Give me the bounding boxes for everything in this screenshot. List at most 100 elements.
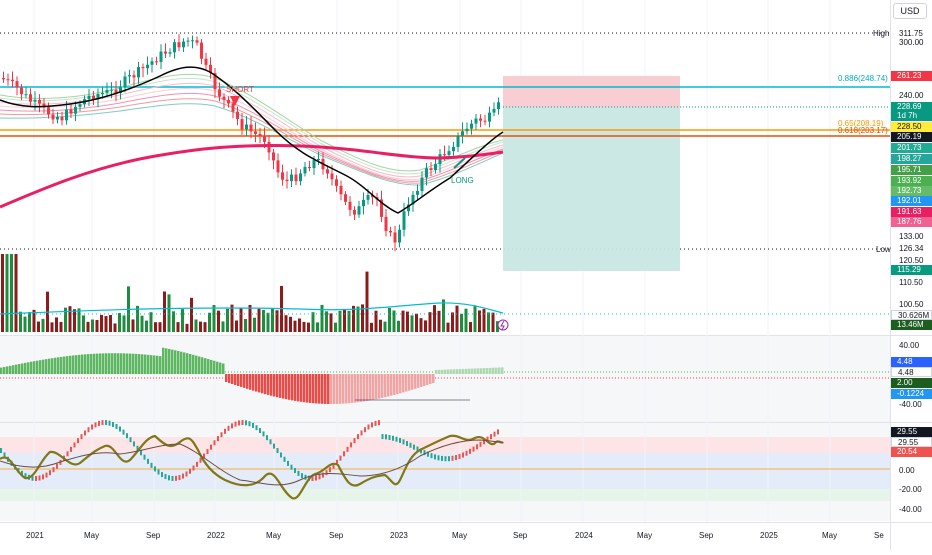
macd-bar[interactable] <box>444 369 447 374</box>
macd-bar[interactable] <box>318 374 321 404</box>
macd-bar[interactable] <box>129 353 132 374</box>
macd-bar[interactable] <box>144 354 147 374</box>
macd-bar[interactable] <box>168 348 171 374</box>
volume-bar[interactable] <box>181 309 184 332</box>
candle-body[interactable] <box>42 103 46 108</box>
candle-body[interactable] <box>470 123 473 129</box>
candle-body[interactable] <box>290 174 293 182</box>
volume-bar[interactable] <box>473 305 477 332</box>
macd-bar[interactable] <box>360 374 363 402</box>
rsi-candle[interactable] <box>287 460 289 466</box>
rsi-candle[interactable] <box>94 422 97 428</box>
rsi-candle[interactable] <box>406 441 408 447</box>
volume-bar[interactable] <box>419 318 423 332</box>
rsi-candle[interactable] <box>252 422 254 428</box>
volume-bar[interactable] <box>32 309 36 332</box>
volume-bar[interactable] <box>23 316 27 332</box>
macd-bar[interactable] <box>51 358 54 374</box>
macd-bar[interactable] <box>132 353 135 374</box>
candle-body[interactable] <box>339 185 343 195</box>
macd-bar[interactable] <box>456 369 459 374</box>
volume-bar[interactable] <box>10 254 13 332</box>
rsi-candle[interactable] <box>336 459 338 465</box>
volume-bar[interactable] <box>397 320 400 332</box>
volume-bar[interactable] <box>253 317 256 332</box>
volume-bar[interactable] <box>28 312 31 332</box>
volume-bar[interactable] <box>415 313 418 332</box>
candle-body[interactable] <box>398 229 401 243</box>
rsi-candle[interactable] <box>112 421 114 427</box>
rsi-candle[interactable] <box>133 441 135 447</box>
macd-bar[interactable] <box>357 374 360 403</box>
macd-bar[interactable] <box>342 374 345 404</box>
macd-bar[interactable] <box>408 374 411 391</box>
candle-body[interactable] <box>492 109 496 113</box>
macd-bar[interactable] <box>501 367 504 374</box>
rsi-candle[interactable] <box>497 429 499 435</box>
macd-bar[interactable] <box>330 374 333 404</box>
rsi-candle[interactable] <box>259 428 261 434</box>
volume-bar[interactable] <box>1 254 4 332</box>
rsi-candle[interactable] <box>73 442 76 448</box>
volume-bar[interactable] <box>271 308 274 332</box>
macd-bar[interactable] <box>366 374 369 401</box>
candle-body[interactable] <box>371 194 374 198</box>
macd-bar[interactable] <box>138 354 141 374</box>
macd-bar[interactable] <box>474 368 477 374</box>
candle-body[interactable] <box>128 75 131 77</box>
macd-bar[interactable] <box>171 349 174 374</box>
rsi-candle[interactable] <box>98 420 100 426</box>
rsi-candle[interactable] <box>52 467 55 473</box>
candle-body[interactable] <box>222 96 226 100</box>
macd-bar[interactable] <box>36 360 39 374</box>
rsi-candle[interactable] <box>399 437 401 443</box>
rsi-candle[interactable] <box>430 453 433 459</box>
volume-bar[interactable] <box>154 322 157 332</box>
candle-body[interactable] <box>497 102 500 110</box>
volume-bar[interactable] <box>199 321 202 332</box>
candle-body[interactable] <box>47 107 50 115</box>
macd-bar[interactable] <box>0 367 3 374</box>
candle-body[interactable] <box>101 92 104 94</box>
candle-body[interactable] <box>456 135 460 147</box>
volume-bar[interactable] <box>122 315 126 332</box>
candle-body[interactable] <box>420 177 424 192</box>
macd-bar[interactable] <box>72 355 75 374</box>
macd-bar[interactable] <box>336 374 339 404</box>
macd-bar[interactable] <box>369 374 372 401</box>
volume-bar[interactable] <box>262 309 265 332</box>
volume-bar[interactable] <box>235 320 238 332</box>
macd-bar[interactable] <box>24 362 27 374</box>
candle-body[interactable] <box>200 42 203 59</box>
macd-bar[interactable] <box>324 374 327 404</box>
macd-bar[interactable] <box>150 355 153 374</box>
macd-bar[interactable] <box>372 374 375 400</box>
macd-bar[interactable] <box>429 374 432 384</box>
volume-bar[interactable] <box>190 297 193 332</box>
rsi-candle[interactable] <box>70 446 72 452</box>
candle-body[interactable] <box>330 173 334 180</box>
volume-bar[interactable] <box>248 305 252 332</box>
rsi-candle[interactable] <box>476 444 478 450</box>
macd-bar[interactable] <box>450 369 453 374</box>
macd-bar[interactable] <box>213 360 216 374</box>
rsi-candle[interactable] <box>402 439 405 445</box>
rsi-candle[interactable] <box>448 456 450 462</box>
macd-bar[interactable] <box>87 354 90 374</box>
macd-bar[interactable] <box>33 361 36 374</box>
rsi-candle[interactable] <box>381 434 384 440</box>
volume-bar[interactable] <box>208 312 211 332</box>
volume-bar[interactable] <box>307 322 310 332</box>
macd-bar[interactable] <box>465 368 468 374</box>
rsi-candle[interactable] <box>311 475 314 481</box>
rsi-candle[interactable] <box>409 442 412 448</box>
macd-bar[interactable] <box>165 348 168 374</box>
macd-bar[interactable] <box>48 358 51 374</box>
macd-bar[interactable] <box>216 361 219 374</box>
macd-bar[interactable] <box>255 374 258 392</box>
candle-body[interactable] <box>483 120 487 122</box>
rsi-candle[interactable] <box>3 452 6 458</box>
volume-bar[interactable] <box>163 291 166 332</box>
macd-bar[interactable] <box>108 353 111 374</box>
macd-bar[interactable] <box>339 374 342 404</box>
